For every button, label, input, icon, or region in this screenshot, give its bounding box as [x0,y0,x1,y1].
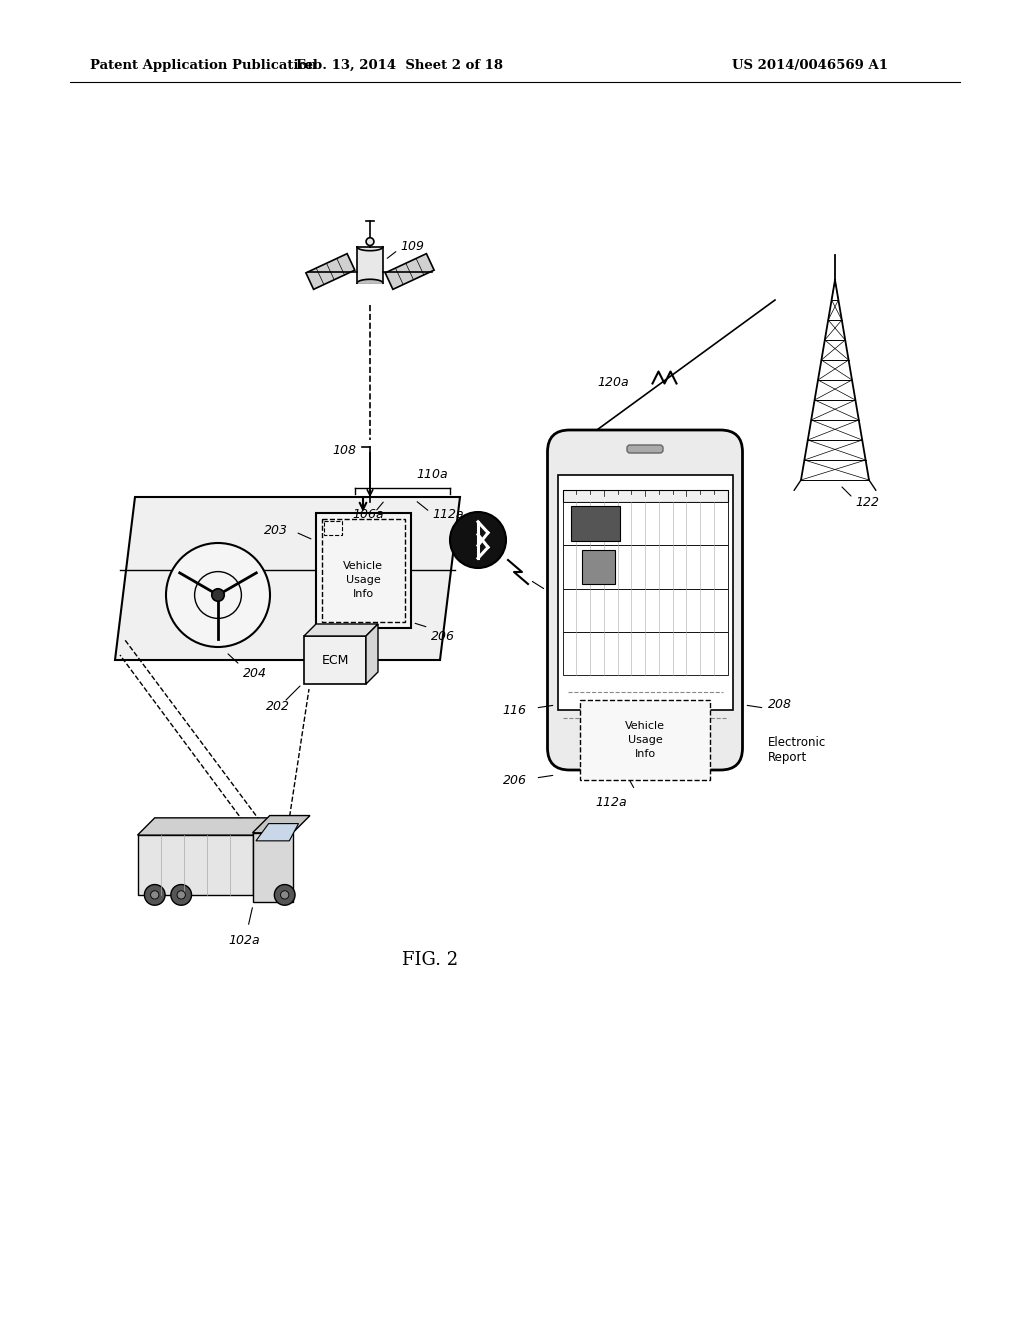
Polygon shape [304,624,378,636]
Text: Vehicle
Usage
Info: Vehicle Usage Info [343,561,383,599]
Text: 202: 202 [266,700,290,713]
Bar [357,247,383,284]
Bar [562,490,727,502]
Polygon shape [256,824,299,841]
Text: 112a: 112a [595,796,627,808]
Polygon shape [357,247,383,251]
Bar [315,512,411,627]
Bar [562,545,727,589]
Text: 110a: 110a [417,469,449,480]
Text: 206: 206 [503,774,526,787]
Bar [562,502,727,545]
Text: Report: Report [768,751,807,764]
Circle shape [367,238,374,246]
Circle shape [281,891,289,899]
Circle shape [166,543,270,647]
Text: 206: 206 [430,630,455,643]
Bar [570,507,621,541]
Bar [562,589,727,632]
Text: 108: 108 [332,444,356,457]
Bar [557,475,732,710]
Text: Patent Application Publication: Patent Application Publication [90,58,316,71]
Text: Vehicle
Usage
Info: Vehicle Usage Info [625,721,665,759]
Circle shape [144,884,165,906]
FancyBboxPatch shape [548,430,742,770]
Text: 114a: 114a [548,586,580,598]
Polygon shape [306,253,354,289]
Text: Electronic: Electronic [768,735,825,748]
Text: 112a: 112a [432,507,464,520]
Text: US 2014/0046569 A1: US 2014/0046569 A1 [732,58,888,71]
Text: 208: 208 [768,698,792,711]
FancyBboxPatch shape [597,705,632,721]
FancyBboxPatch shape [657,705,692,721]
Bar [253,833,293,902]
Text: 203: 203 [263,524,288,536]
Bar [304,636,366,684]
Text: 106a: 106a [352,507,384,520]
Polygon shape [385,253,434,289]
Circle shape [274,884,295,906]
Circle shape [177,891,185,899]
Bar [137,836,253,895]
Polygon shape [253,816,310,833]
Text: FIG. 2: FIG. 2 [402,950,458,969]
Bar [583,549,615,585]
FancyBboxPatch shape [627,445,663,453]
Polygon shape [366,624,378,684]
Circle shape [212,589,224,601]
Text: 109: 109 [400,240,424,253]
Text: ECM: ECM [322,653,349,667]
Text: 122: 122 [855,495,879,508]
Circle shape [151,891,159,899]
Polygon shape [115,498,460,660]
Circle shape [450,512,506,568]
Text: 204: 204 [243,667,267,680]
Polygon shape [357,280,383,284]
Polygon shape [137,818,269,836]
Circle shape [631,729,659,756]
Text: 120a: 120a [597,375,629,388]
Text: Feb. 13, 2014  Sheet 2 of 18: Feb. 13, 2014 Sheet 2 of 18 [297,58,504,71]
FancyBboxPatch shape [627,705,662,721]
Text: 116: 116 [503,704,526,717]
Bar [322,519,404,622]
Circle shape [171,884,191,906]
Bar [580,700,710,780]
Text: 102a: 102a [228,933,260,946]
Bar [324,520,341,535]
Bar [562,632,727,675]
